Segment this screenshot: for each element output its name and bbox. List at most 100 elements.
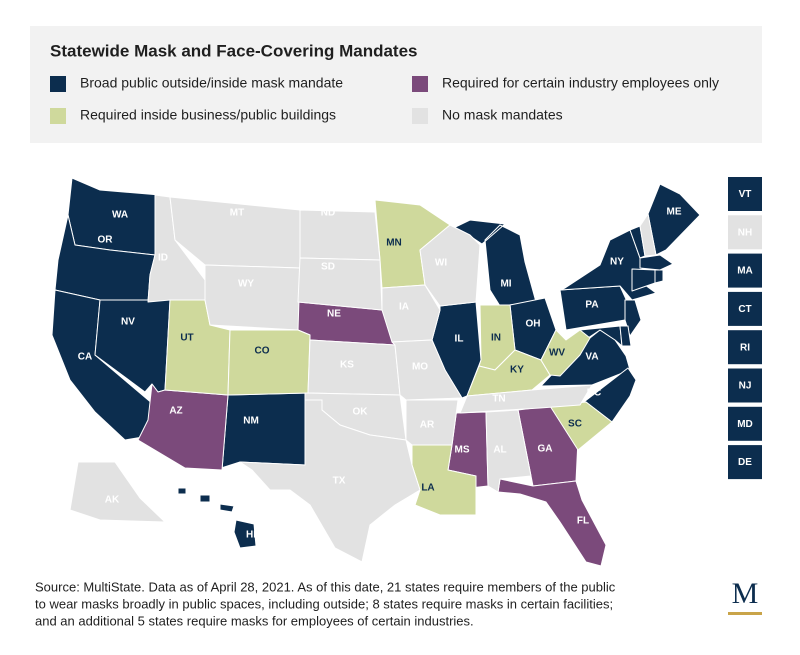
state-label: HI [246, 530, 256, 541]
state-label: ID [158, 253, 168, 264]
side-box [728, 291, 762, 326]
legend-label: No mask mandates [442, 107, 563, 123]
side-box-label: MD [737, 419, 753, 430]
title: Statewide Mask and Face-Covering Mandate… [50, 41, 418, 60]
state-label: KY [510, 365, 524, 376]
logo-bar [728, 612, 762, 615]
state-label: KS [340, 360, 354, 371]
state-label: LA [421, 483, 434, 494]
state-label: ME [667, 207, 682, 218]
state-label: MT [230, 208, 244, 219]
state-label: PA [585, 300, 598, 311]
side-box [728, 368, 762, 403]
state [177, 487, 257, 549]
state-label: SC [568, 419, 582, 430]
logo: M [728, 577, 762, 615]
state [204, 264, 301, 331]
legend-swatch [50, 108, 66, 124]
side-box [728, 177, 762, 211]
legend: Broad public outside/inside mask mandate… [50, 75, 719, 124]
side-box [728, 215, 762, 250]
state [639, 254, 674, 271]
legend-swatch [412, 76, 428, 92]
state [137, 383, 229, 471]
state-label: MS [455, 445, 470, 456]
state-label: AZ [169, 406, 182, 417]
source-line: to wear masks broadly in public spaces, … [35, 596, 613, 611]
state [540, 329, 591, 377]
state [419, 224, 481, 307]
state-label: UT [180, 333, 193, 344]
side-box-label: VT [739, 189, 752, 200]
legend-label: Required for certain industry employees … [442, 75, 719, 91]
state-label: NE [327, 309, 341, 320]
state-label: MO [412, 362, 428, 373]
state [297, 257, 383, 311]
header-panel [30, 26, 762, 143]
state-label: VA [585, 352, 598, 363]
state-label: NV [121, 317, 135, 328]
state-label: AL [493, 445, 506, 456]
legend-swatch [412, 108, 428, 124]
state [405, 399, 459, 446]
state [307, 339, 401, 396]
side-box [728, 445, 762, 480]
side-box-label: RI [740, 342, 750, 353]
state [69, 461, 166, 523]
legend-label: Required inside business/public building… [80, 107, 336, 123]
state [214, 392, 309, 471]
side-boxes: VT NH MA CT RI NJ MD DE [728, 177, 762, 480]
state-label: ND [321, 208, 335, 219]
logo-letter: M [732, 577, 759, 610]
side-box-label: DE [738, 457, 752, 468]
state-label: OH [526, 319, 541, 330]
side-box [728, 406, 762, 441]
state-label: MI [500, 279, 511, 290]
state-label: NM [243, 416, 259, 427]
side-box-label: NH [738, 227, 752, 238]
source-line: Source: MultiState. Data as of April 28,… [35, 579, 616, 594]
state-label: IA [399, 302, 409, 313]
state [619, 325, 632, 347]
state-label: WI [435, 258, 447, 269]
state-label: SD [321, 262, 335, 273]
state [459, 384, 593, 414]
state [624, 299, 642, 337]
state-label: OK [353, 407, 369, 418]
legend-swatch [50, 76, 66, 92]
state [227, 329, 311, 396]
state-label: AK [105, 495, 120, 506]
state [647, 183, 701, 256]
source-note: Source: MultiState. Data as of April 28,… [35, 579, 616, 628]
state-label: NY [610, 257, 624, 268]
state-label: CO [255, 346, 270, 357]
state [485, 409, 532, 493]
side-box-label: CT [738, 304, 751, 315]
state-label: WA [112, 210, 128, 221]
state-label: IL [455, 334, 464, 345]
state-label: CA [78, 352, 92, 363]
state-label: TX [333, 476, 346, 487]
side-box-label: MA [737, 266, 753, 277]
state-label: AR [420, 420, 435, 431]
side-box [728, 330, 762, 365]
state [239, 399, 421, 563]
state-label: IN [491, 333, 501, 344]
side-box-label: NJ [739, 381, 752, 392]
state-label: MN [386, 238, 402, 249]
state-label: WY [238, 279, 254, 290]
states [51, 177, 701, 567]
state-label: NC [587, 388, 601, 399]
state [654, 269, 664, 284]
state-labels: WA OR CA NV NM HI IL MI OH PA NY ME VA NC AZ NE MS GA FL UT… [78, 207, 682, 541]
state-label: WV [549, 348, 565, 359]
source-line: and an additional 5 states require masks… [35, 613, 474, 628]
state-label: FL [577, 516, 589, 527]
state-label: OR [98, 235, 114, 246]
state [639, 213, 657, 257]
legend-label: Broad public outside/inside mask mandate [80, 75, 343, 91]
state [299, 209, 381, 261]
state-label: GA [538, 444, 553, 455]
